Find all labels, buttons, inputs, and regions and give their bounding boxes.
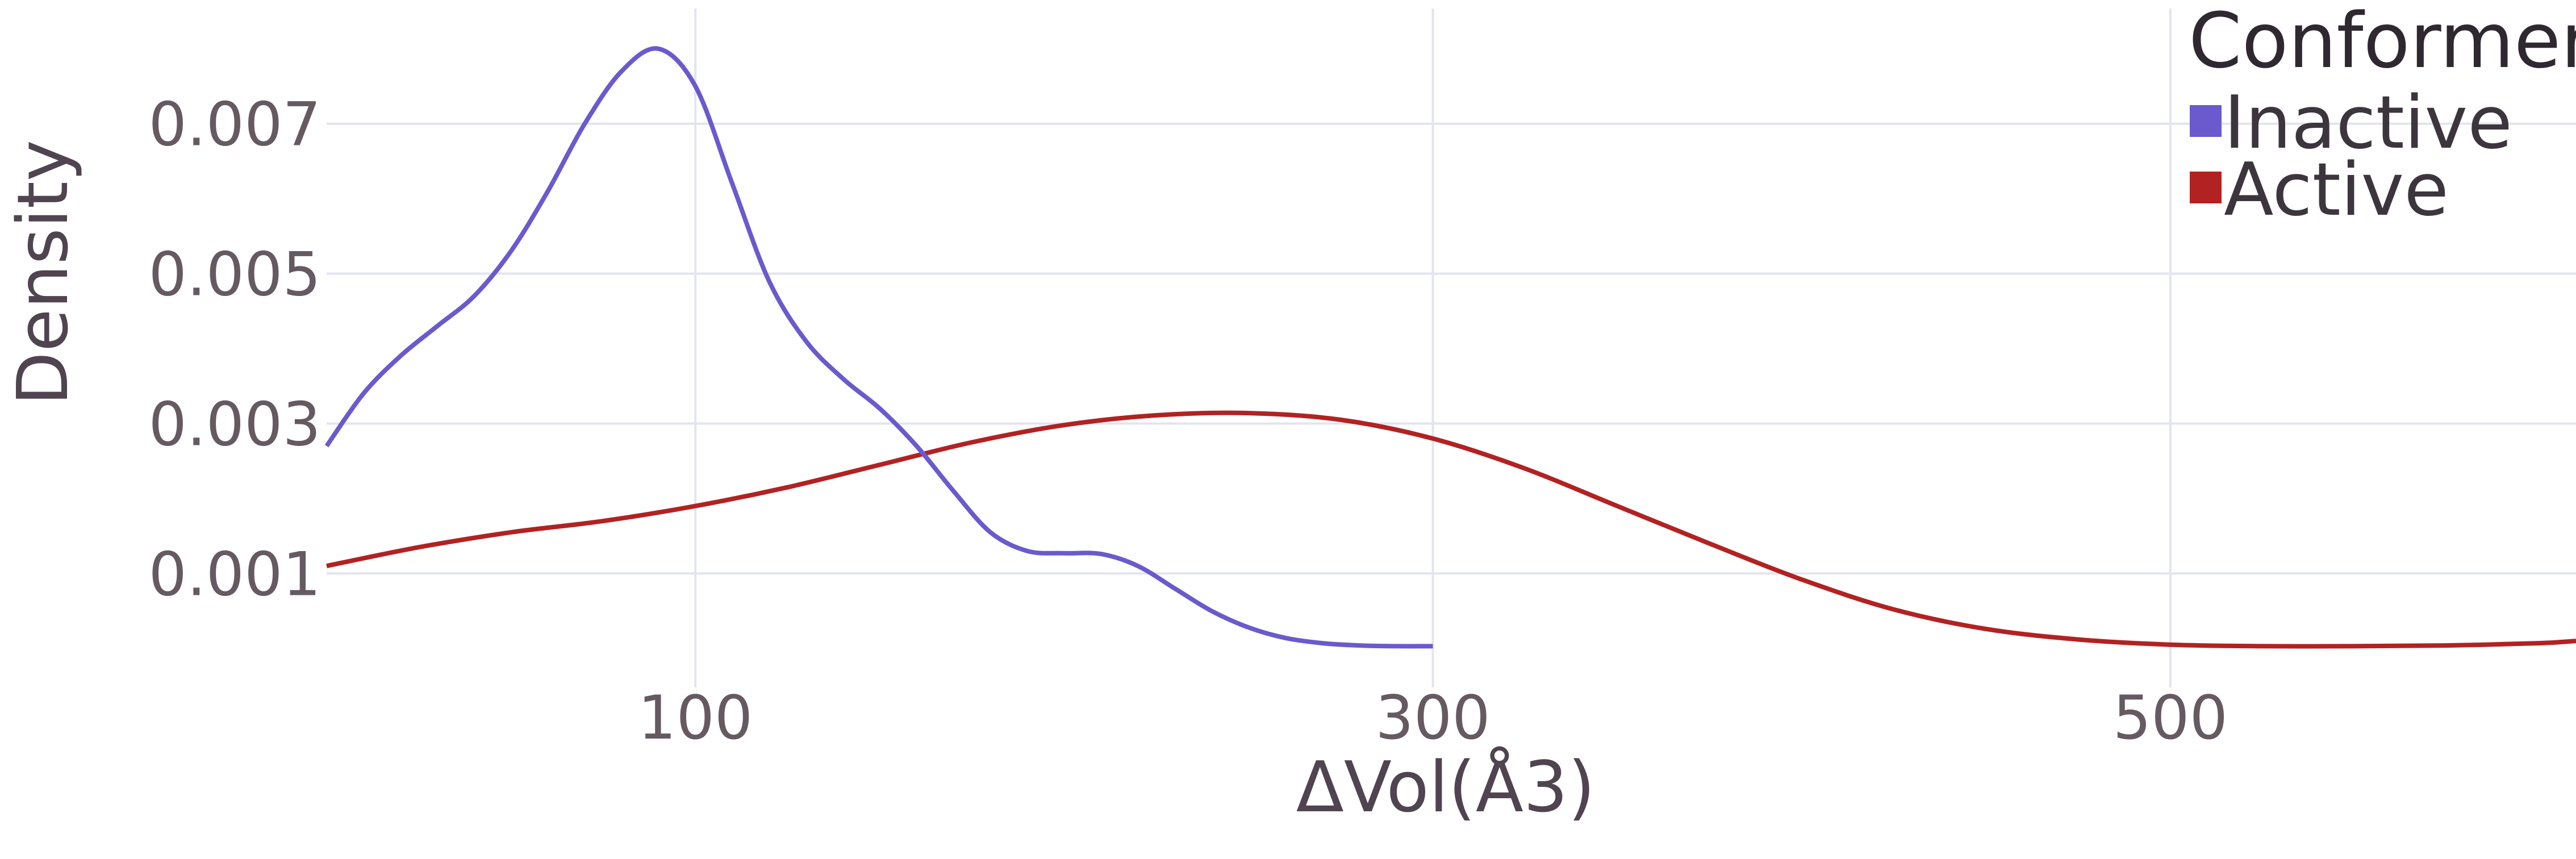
y-axis-title: Density (3, 140, 84, 406)
x-axis-title: ΔVol(Å3) (1296, 746, 1596, 828)
tick-label-layer: 0.001 0.003 0.005 0.007 100 300 500 (149, 90, 2228, 753)
legend-label-inactive: Inactive (2224, 81, 2512, 165)
legend-label-active: Active (2224, 148, 2449, 232)
y-tick-label: 0.007 (149, 90, 321, 160)
legend-swatch-inactive (2190, 105, 2222, 137)
x-tick-label: 500 (2113, 683, 2228, 753)
y-tick-label: 0.001 (149, 539, 321, 609)
x-tick-label: 100 (638, 683, 753, 753)
series-line-inactive (324, 46, 1433, 649)
y-tick-label: 0.005 (149, 240, 321, 310)
legend-title: Conformer (2189, 0, 2576, 85)
series-line-active (326, 410, 2576, 649)
y-tick-label: 0.003 (149, 390, 321, 460)
legend: Conformer Inactive Active (2189, 0, 2576, 232)
series-layer (324, 46, 2576, 649)
legend-swatch-active (2190, 172, 2222, 203)
x-tick-label: 300 (1375, 683, 1490, 753)
